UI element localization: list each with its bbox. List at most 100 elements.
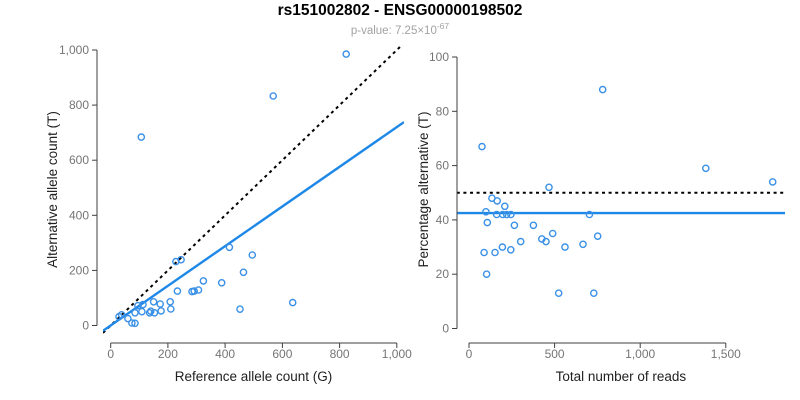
data-point — [542, 237, 550, 246]
axis-titles: Total number of reads Percentage alternat… — [416, 111, 686, 384]
data-point — [498, 243, 507, 251]
pvalue-text: p-value: 7.25×10 — [350, 24, 437, 37]
data-point — [702, 164, 710, 173]
data-point — [225, 243, 234, 252]
data-point — [117, 310, 126, 319]
data-points — [115, 50, 351, 328]
data-point — [507, 210, 515, 219]
data-point — [128, 319, 136, 327]
data-point — [139, 300, 147, 309]
x-tick-label: 1,000 — [382, 347, 412, 361]
data-point — [177, 255, 185, 264]
data-point — [166, 297, 174, 306]
x-tick-label: 1,500 — [711, 347, 741, 361]
data-point — [545, 183, 553, 192]
data-point — [510, 221, 519, 230]
data-point — [590, 289, 598, 298]
data-point — [498, 210, 507, 219]
data-points — [478, 85, 777, 298]
y-tick-label: 400 — [69, 208, 89, 222]
data-point — [493, 197, 502, 205]
data-point — [145, 308, 154, 317]
data-point — [482, 270, 491, 279]
x-axis-title: Reference allele count (G) — [175, 369, 333, 384]
data-point — [131, 319, 139, 328]
data-point — [134, 301, 142, 310]
data-point — [248, 251, 257, 259]
y-tick-label: 20 — [436, 267, 450, 281]
data-point — [483, 218, 492, 227]
y-tick-label: 0 — [442, 322, 449, 336]
data-point — [124, 314, 132, 323]
line-identity — [103, 45, 404, 334]
percentage-vs-coverage-scatter: 0 20 40 60 80 100 0 500 1,000 1,500 Total number o… — [416, 50, 785, 384]
y-tick-label: 0 — [82, 319, 89, 333]
y-axis-title: Alternative allele count (T) — [45, 111, 60, 268]
data-point — [561, 243, 569, 251]
pvalue-exponent: -67 — [436, 21, 450, 31]
data-point — [149, 297, 158, 306]
data-point — [502, 210, 511, 219]
axis-titles: Reference allele count (G) Alternative al… — [45, 111, 332, 384]
axes — [452, 56, 727, 348]
data-point — [480, 248, 488, 257]
y-tick-label: 200 — [69, 263, 89, 277]
reference-lines — [103, 45, 404, 334]
x-axis-title: Total number of reads — [556, 369, 687, 384]
data-point — [585, 210, 594, 219]
data-point — [199, 277, 208, 285]
tick-labels: 0 200 400 600 800 1,000 0 200 400 600 800 1,000 — [59, 43, 412, 361]
y-axis-title: Percentage alternative (T) — [416, 111, 431, 267]
allele-counts-scatter: 0 200 400 600 800 1,000 0 200 400 600 800 1,000 Refe… — [45, 43, 412, 384]
data-point — [269, 92, 278, 100]
chart-title: rs151002802 - ENSG00000198502 — [277, 2, 523, 19]
data-point — [166, 305, 175, 313]
data-point — [598, 85, 607, 94]
y-tick-label: 80 — [436, 104, 450, 118]
data-point — [579, 240, 587, 249]
data-point — [236, 305, 244, 314]
data-point — [768, 178, 777, 186]
data-point — [482, 207, 490, 216]
data-point — [342, 50, 351, 58]
y-tick-label: 60 — [436, 159, 450, 173]
tick-labels: 0 20 40 60 80 100 0 500 1,000 1,500 — [429, 50, 741, 361]
y-tick-label: 100 — [429, 50, 449, 64]
data-point — [506, 245, 515, 254]
x-tick-label: 0 — [466, 347, 473, 361]
y-tick-label: 600 — [69, 153, 89, 167]
data-point — [491, 248, 499, 257]
x-tick-label: 800 — [330, 347, 350, 361]
x-tick-label: 400 — [215, 347, 235, 361]
pvalue-subtitle: p-value: 7.25×10-67 — [0, 20, 800, 38]
data-point — [548, 229, 557, 238]
x-tick-label: 200 — [158, 347, 178, 361]
data-point — [131, 308, 139, 317]
data-point — [194, 286, 203, 294]
axes — [92, 49, 398, 348]
data-point — [156, 300, 164, 308]
data-point — [190, 287, 198, 295]
chart-header: rs151002802 - ENSG00000198502 p-value: 7… — [0, 2, 800, 38]
data-point — [157, 307, 165, 315]
data-point — [478, 142, 486, 151]
data-point — [173, 287, 182, 295]
data-point — [146, 307, 155, 316]
x-tick-label: 0 — [107, 347, 114, 361]
y-tick-label: 40 — [436, 213, 450, 227]
data-point — [500, 202, 509, 211]
data-point — [137, 133, 146, 141]
data-point — [239, 268, 248, 277]
x-tick-label: 600 — [272, 347, 292, 361]
data-point — [138, 307, 146, 316]
data-point — [150, 308, 159, 317]
data-point — [217, 278, 226, 287]
x-tick-label: 500 — [545, 347, 565, 361]
x-tick-label: 1,000 — [625, 347, 655, 361]
data-point — [554, 289, 563, 298]
y-tick-label: 800 — [69, 98, 89, 112]
data-point — [593, 232, 602, 240]
data-point — [529, 221, 538, 230]
